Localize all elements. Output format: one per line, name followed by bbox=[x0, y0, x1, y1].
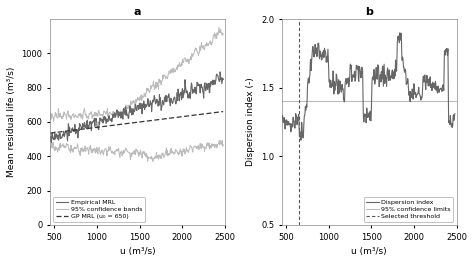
Title: a: a bbox=[134, 7, 141, 17]
Y-axis label: Dispersion index (-): Dispersion index (-) bbox=[246, 78, 255, 166]
Title: b: b bbox=[365, 7, 373, 17]
X-axis label: u (m³/s): u (m³/s) bbox=[120, 247, 155, 256]
Y-axis label: Mean residual life (m³/s): Mean residual life (m³/s) bbox=[7, 67, 16, 177]
Legend: Empirical MRL, 95% confidence bands, GP MRL (u₀ = 650): Empirical MRL, 95% confidence bands, GP … bbox=[53, 197, 145, 222]
X-axis label: u (m³/s): u (m³/s) bbox=[351, 247, 387, 256]
Legend: Dispersion index, 95% confidence limits, Selected threshold: Dispersion index, 95% confidence limits,… bbox=[364, 197, 454, 222]
